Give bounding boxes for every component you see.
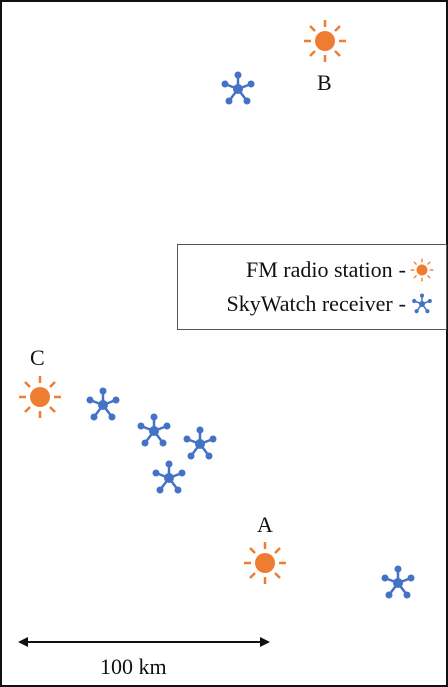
station-b-label: B [317,70,332,95]
legend: FM radio station - SkyWatch receiver - [177,244,447,330]
legend-row-receiver: SkyWatch receiver - [226,291,434,317]
legend-receiver-label: SkyWatch receiver [226,291,393,316]
receiver-icon [136,412,172,448]
station-c-label: C [30,345,45,370]
receiver-icon [151,459,187,495]
receiver-icon [380,564,416,600]
scale-bar [18,637,270,647]
skywatch-receiver-icon [411,292,433,315]
station-a-icon [242,540,288,586]
station-b-icon [302,18,348,64]
scale-bar-label: 100 km [100,654,167,679]
station-a-label: A [257,512,273,537]
legend-station-label: FM radio station [246,257,393,282]
station-c-icon [17,374,63,420]
receiver-icon [220,70,256,106]
legend-separator: - [398,257,406,282]
fm-station-sun-icon [410,258,434,282]
legend-row-station: FM radio station - [246,257,434,283]
receiver-icon [85,386,121,422]
legend-separator: - [398,291,406,316]
